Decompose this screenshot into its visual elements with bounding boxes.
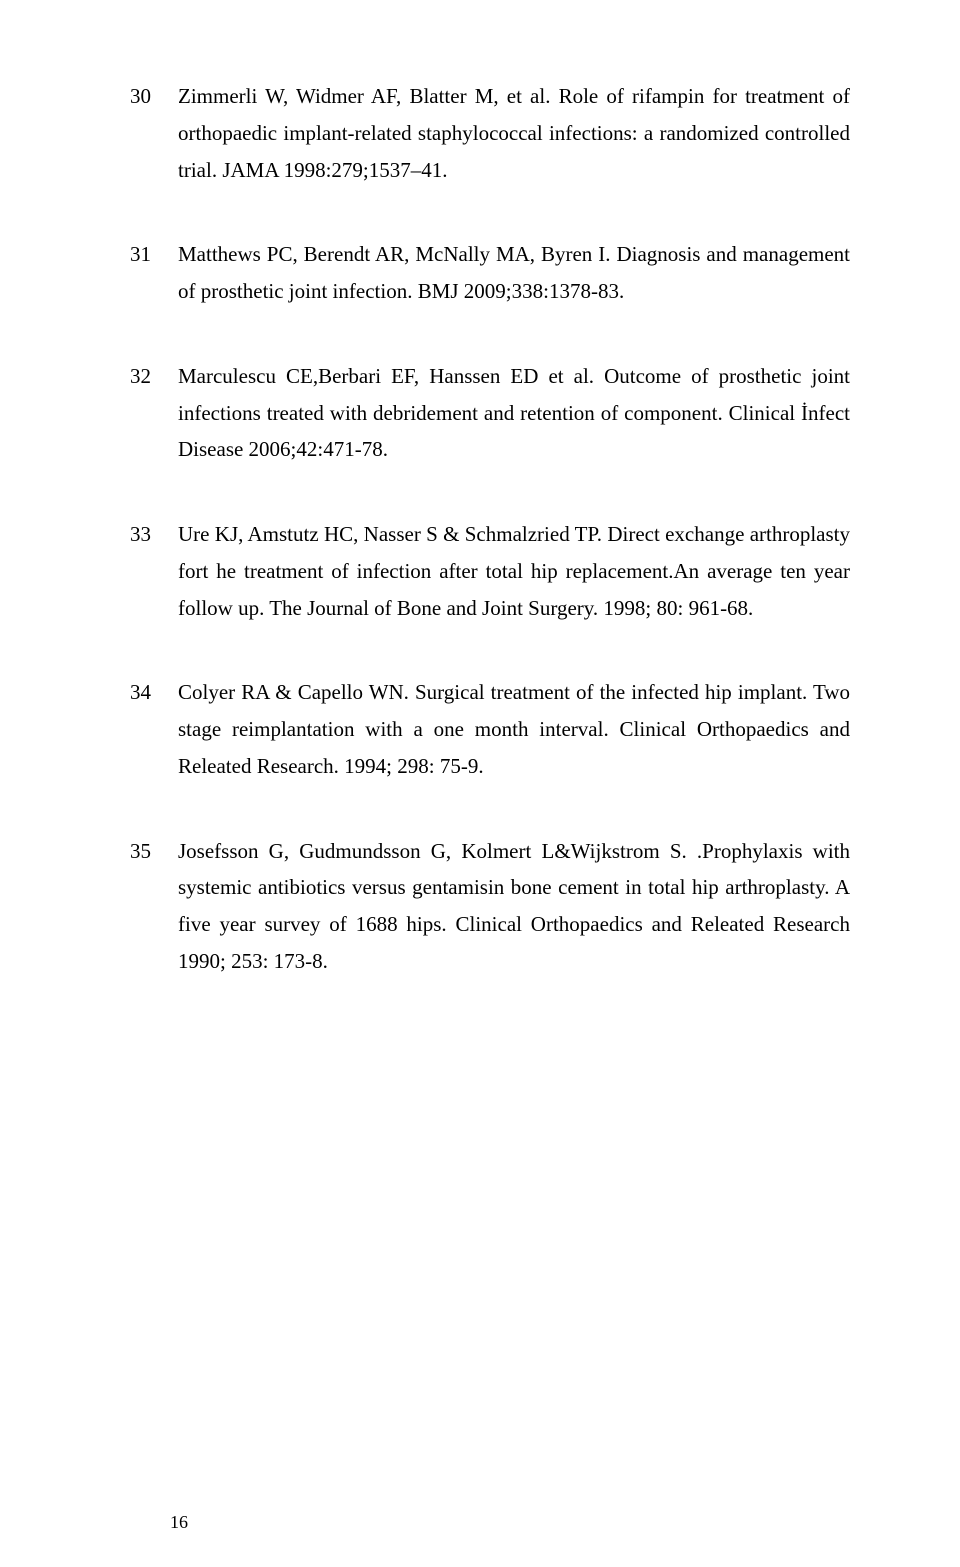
reference-number: 33 [130,516,178,626]
reference-text: Marculescu CE,Berbari EF, Hanssen ED et … [178,358,850,468]
reference-number: 31 [130,236,178,310]
reference-text: Matthews PC, Berendt AR, McNally MA, Byr… [178,236,850,310]
reference-text: Josefsson G, Gudmundsson G, Kolmert L&Wi… [178,833,850,980]
reference-entry: 34 Colyer RA & Capello WN. Surgical trea… [130,674,850,784]
reference-text: Zimmerli W, Widmer AF, Blatter M, et al.… [178,78,850,188]
reference-number: 30 [130,78,178,188]
reference-text: Colyer RA & Capello WN. Surgical treatme… [178,674,850,784]
page-number: 16 [170,1512,188,1533]
reference-entry: 33 Ure KJ, Amstutz HC, Nasser S & Schmal… [130,516,850,626]
page-container: 30 Zimmerli W, Widmer AF, Blatter M, et … [0,0,960,1567]
reference-text: Ure KJ, Amstutz HC, Nasser S & Schmalzri… [178,516,850,626]
reference-entry: 30 Zimmerli W, Widmer AF, Blatter M, et … [130,78,850,188]
reference-number: 32 [130,358,178,468]
reference-entry: 35 Josefsson G, Gudmundsson G, Kolmert L… [130,833,850,980]
reference-entry: 32 Marculescu CE,Berbari EF, Hanssen ED … [130,358,850,468]
reference-entry: 31 Matthews PC, Berendt AR, McNally MA, … [130,236,850,310]
reference-number: 35 [130,833,178,980]
reference-number: 34 [130,674,178,784]
